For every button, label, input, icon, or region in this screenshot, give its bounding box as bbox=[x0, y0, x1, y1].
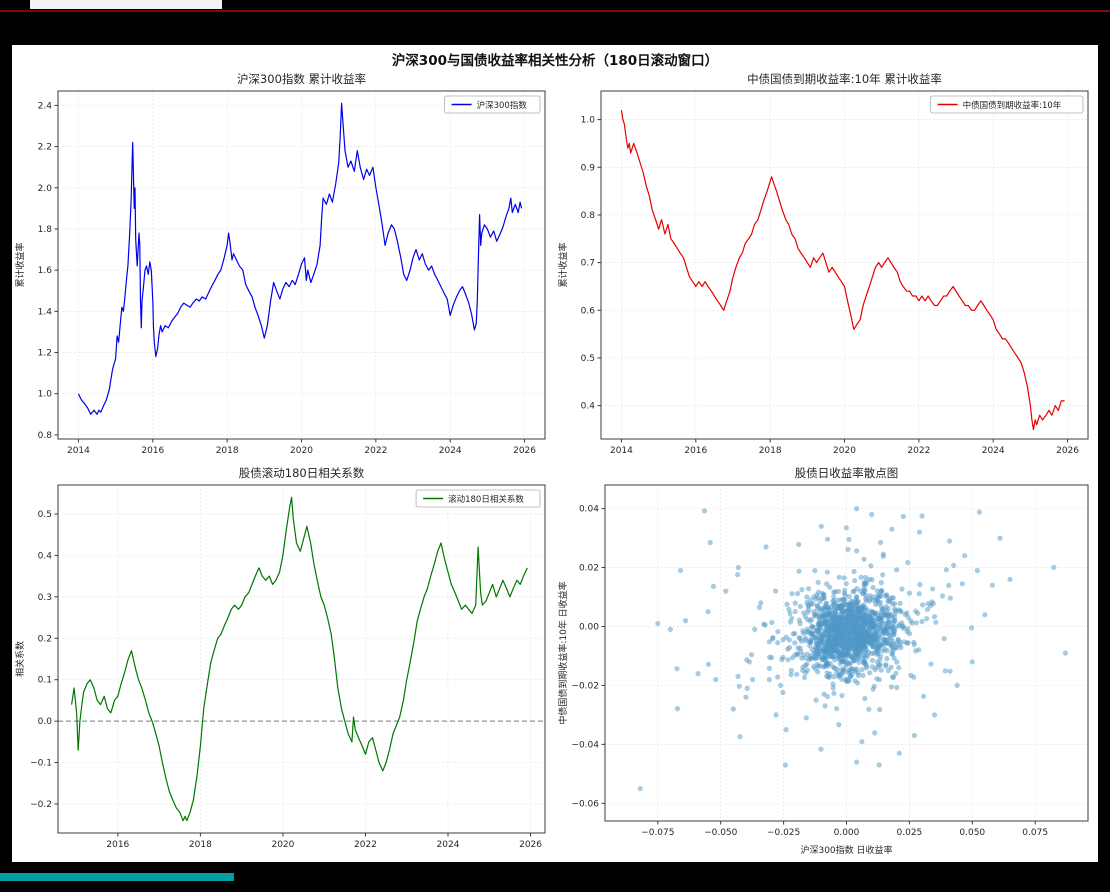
svg-text:0.025: 0.025 bbox=[897, 828, 923, 838]
svg-text:0.5: 0.5 bbox=[38, 510, 52, 520]
svg-text:沪深300指数 日收益率: 沪深300指数 日收益率 bbox=[800, 844, 892, 856]
svg-text:沪深300指数 累计收益率: 沪深300指数 累计收益率 bbox=[237, 72, 366, 86]
figure-suptitle: 沪深300与国债收益率相关性分析（180日滚动窗口） bbox=[391, 53, 719, 69]
svg-text:2016: 2016 bbox=[141, 446, 164, 456]
svg-text:0.00: 0.00 bbox=[579, 622, 599, 632]
svg-text:0.8: 0.8 bbox=[38, 431, 53, 441]
svg-text:0.04: 0.04 bbox=[579, 505, 599, 515]
subplot-bond-yield-cumulative: 2014 2016 2018 2020 2022 2024 2026 0.4 0.5 0.6 0.7… bbox=[555, 71, 1098, 465]
svg-text:2022: 2022 bbox=[364, 446, 387, 456]
browser-artifact-box bbox=[30, 0, 222, 9]
svg-text:2.2: 2.2 bbox=[38, 143, 52, 153]
svg-text:0.6: 0.6 bbox=[581, 306, 596, 316]
svg-text:−0.1: −0.1 bbox=[30, 759, 52, 769]
svg-text:1.2: 1.2 bbox=[38, 349, 52, 359]
svg-text:2022: 2022 bbox=[907, 446, 930, 456]
svg-text:0.1: 0.1 bbox=[38, 676, 52, 686]
svg-text:1.4: 1.4 bbox=[38, 307, 53, 317]
svg-text:中债国债到期收益率:10年: 中债国债到期收益率:10年 bbox=[963, 100, 1062, 111]
svg-text:2022: 2022 bbox=[354, 840, 377, 850]
top-red-line bbox=[0, 10, 1110, 12]
svg-text:2.0: 2.0 bbox=[38, 184, 53, 194]
svg-text:−0.02: −0.02 bbox=[571, 681, 599, 691]
subplot-rolling-correlation: 2016 2018 2020 2022 2024 2026 −0.2 −0.1 0.0 0.1 0.… bbox=[12, 465, 555, 859]
svg-text:0.050: 0.050 bbox=[959, 828, 985, 838]
svg-text:0.2: 0.2 bbox=[38, 634, 52, 644]
svg-text:累计收益率: 累计收益率 bbox=[557, 242, 569, 287]
svg-text:0.02: 0.02 bbox=[579, 564, 599, 574]
svg-text:0.075: 0.075 bbox=[1022, 828, 1048, 838]
svg-text:中债国债到期收益率:10年 累计收益率: 中债国债到期收益率:10年 累计收益率 bbox=[747, 72, 942, 86]
svg-text:2024: 2024 bbox=[437, 840, 460, 850]
svg-text:0.3: 0.3 bbox=[38, 593, 52, 603]
svg-text:1.0: 1.0 bbox=[581, 116, 596, 126]
svg-text:2024: 2024 bbox=[439, 446, 462, 456]
svg-text:2026: 2026 bbox=[513, 446, 536, 456]
svg-text:2024: 2024 bbox=[982, 446, 1005, 456]
svg-text:股债滚动180日相关系数: 股债滚动180日相关系数 bbox=[239, 466, 365, 480]
svg-text:沪深300指数: 沪深300指数 bbox=[477, 100, 528, 111]
svg-text:0.4: 0.4 bbox=[38, 551, 53, 561]
svg-text:−0.2: −0.2 bbox=[30, 800, 52, 810]
svg-text:0.5: 0.5 bbox=[581, 354, 595, 364]
svg-text:滚动180日相关系数: 滚动180日相关系数 bbox=[448, 494, 524, 505]
svg-text:2014: 2014 bbox=[610, 446, 633, 456]
svg-text:相关系数: 相关系数 bbox=[14, 641, 26, 677]
svg-text:2016: 2016 bbox=[684, 446, 707, 456]
svg-text:中债国债到期收益率:10年 日收益率: 中债国债到期收益率:10年 日收益率 bbox=[557, 581, 569, 724]
svg-text:累计收益率: 累计收益率 bbox=[14, 242, 26, 287]
svg-text:2018: 2018 bbox=[189, 840, 212, 850]
svg-text:2014: 2014 bbox=[67, 446, 90, 456]
svg-text:2020: 2020 bbox=[290, 446, 313, 456]
svg-text:2020: 2020 bbox=[833, 446, 856, 456]
svg-text:2.4: 2.4 bbox=[38, 101, 53, 111]
svg-text:−0.04: −0.04 bbox=[571, 740, 599, 750]
bottom-teal-bar bbox=[0, 873, 234, 881]
svg-text:0.0: 0.0 bbox=[38, 717, 53, 727]
svg-text:2020: 2020 bbox=[271, 840, 294, 850]
svg-text:0.4: 0.4 bbox=[581, 402, 596, 412]
svg-text:1.6: 1.6 bbox=[38, 266, 53, 276]
svg-text:1.0: 1.0 bbox=[38, 390, 53, 400]
subplot-scatter-daily-returns: −0.075 −0.050 −0.025 0.000 0.025 0.050 0.075 −0… bbox=[555, 465, 1098, 859]
plots-grid: 2014 2016 2018 2020 2022 2024 2026 0.8 1.0 1.2 1.4… bbox=[12, 71, 1098, 859]
svg-text:−0.025: −0.025 bbox=[767, 828, 800, 838]
subplot-csi300-cumulative: 2014 2016 2018 2020 2022 2024 2026 0.8 1.0 1.2 1.4… bbox=[12, 71, 555, 465]
svg-text:2026: 2026 bbox=[1056, 446, 1079, 456]
svg-text:0.8: 0.8 bbox=[581, 211, 596, 221]
svg-text:0.9: 0.9 bbox=[581, 163, 596, 173]
figure: 沪深300与国债收益率相关性分析（180日滚动窗口） 2014 2016 2018 2… bbox=[12, 45, 1098, 862]
svg-text:−0.050: −0.050 bbox=[704, 828, 738, 838]
svg-text:0.000: 0.000 bbox=[834, 828, 860, 838]
svg-text:股债日收益率散点图: 股债日收益率散点图 bbox=[795, 466, 899, 480]
svg-text:2026: 2026 bbox=[519, 840, 542, 850]
svg-text:1.8: 1.8 bbox=[38, 225, 53, 235]
svg-text:2018: 2018 bbox=[216, 446, 239, 456]
svg-text:0.7: 0.7 bbox=[581, 259, 595, 269]
svg-text:−0.06: −0.06 bbox=[571, 799, 599, 809]
svg-text:2016: 2016 bbox=[106, 840, 129, 850]
svg-text:2018: 2018 bbox=[759, 446, 782, 456]
svg-text:−0.075: −0.075 bbox=[641, 828, 674, 838]
